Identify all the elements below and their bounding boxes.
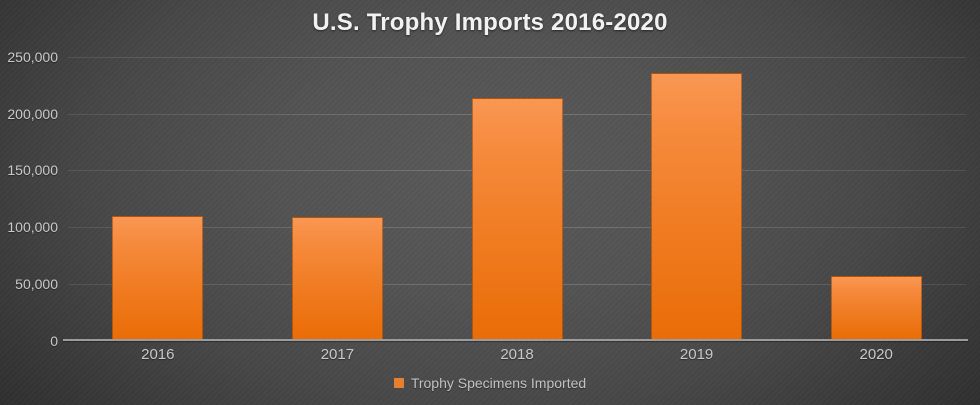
gridline-250,000	[68, 57, 966, 58]
legend-label: Trophy Specimens Imported	[410, 375, 587, 391]
bar-2016	[112, 215, 204, 341]
bar-2018	[471, 98, 563, 341]
x-axis-label-2016: 2016	[141, 346, 175, 363]
chart-title: U.S. Trophy Imports 2016-2020	[312, 9, 668, 36]
legend: Trophy Specimens Imported	[0, 375, 980, 391]
bar-2019	[651, 72, 743, 341]
legend-series-marker-icon	[393, 378, 404, 388]
bar-2017	[291, 217, 383, 341]
y-axis-label-50,000: 50,000	[15, 275, 58, 292]
x-axis-line	[63, 339, 968, 341]
x-axis-label-2020: 2020	[859, 346, 893, 363]
y-axis-label-100,000: 100,000	[7, 219, 58, 236]
y-axis-label-200,000: 200,000	[7, 105, 58, 122]
x-axis-label-2018: 2018	[500, 346, 534, 363]
y-axis-label-150,000: 150,000	[7, 162, 58, 179]
x-axis-label-2017: 2017	[320, 346, 355, 363]
x-axis-label-2019: 2019	[679, 346, 714, 363]
bar-2020	[830, 276, 922, 341]
y-axis-label-0: 0	[50, 332, 58, 349]
y-axis-label-250,000: 250,000	[7, 49, 58, 65]
